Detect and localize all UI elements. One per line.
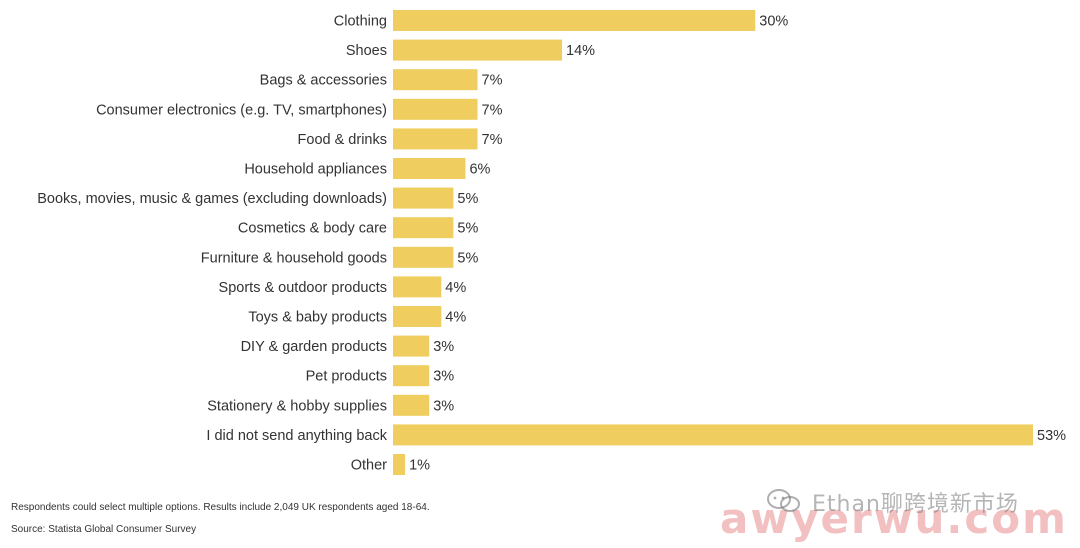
bar [393, 276, 442, 298]
value-label: 3% [433, 369, 454, 385]
value-label: 3% [433, 339, 454, 355]
bar [393, 69, 478, 91]
bar-chart: Clothing 30% Shoes 14% Bags & accessories 7% C… [37, 10, 1066, 475]
bar [393, 10, 756, 31]
bar [393, 365, 430, 387]
bar [393, 246, 454, 268]
category-label: Sports & outdoor products [219, 280, 387, 296]
bar [393, 98, 478, 120]
bar [393, 158, 466, 179]
category-label: Books, movies, music & games (excluding … [37, 191, 387, 207]
footnote-note: Respondents could select multiple option… [11, 502, 430, 513]
category-label: I did not send anything back [206, 428, 387, 444]
category-label: Pet products [306, 369, 387, 385]
value-label: 14% [566, 43, 595, 59]
category-label: Bags & accessories [260, 73, 387, 89]
footnote-source: Source: Statista Global Consumer Survey [11, 524, 197, 535]
value-label: 6% [469, 162, 490, 178]
category-label: Household appliances [244, 162, 387, 178]
bar [393, 454, 406, 475]
watermark-site: awyerwu.com [720, 494, 1068, 543]
category-label: Shoes [346, 43, 387, 59]
value-label: 5% [457, 191, 478, 207]
category-label: Food & drinks [298, 132, 387, 148]
category-label: Furniture & household goods [201, 250, 387, 266]
value-label: 5% [457, 221, 478, 237]
value-label: 4% [445, 310, 466, 326]
bar [393, 39, 563, 61]
bar [393, 187, 454, 209]
value-label: 4% [445, 280, 466, 296]
bar [393, 217, 454, 239]
category-label: Cosmetics & body care [238, 221, 387, 237]
value-label: 7% [482, 102, 503, 118]
bar [393, 424, 1033, 446]
category-label: DIY & garden products [241, 339, 387, 355]
category-label: Stationery & hobby supplies [207, 398, 387, 414]
value-label: 1% [409, 458, 430, 474]
category-label: Consumer electronics (e.g. TV, smartphon… [96, 102, 387, 118]
watermark: awyerwu.com Ethan聊跨境新市场 [720, 484, 1070, 543]
value-label: 5% [457, 250, 478, 266]
value-label: 7% [482, 132, 503, 148]
bar [393, 335, 430, 357]
value-label: 7% [482, 73, 503, 89]
value-label: 53% [1037, 428, 1066, 444]
bar [393, 128, 478, 150]
category-label: Other [351, 458, 387, 474]
value-label: 3% [433, 398, 454, 414]
bar [393, 394, 430, 416]
value-label: 30% [759, 14, 788, 30]
bar [393, 306, 442, 327]
category-label: Clothing [334, 14, 387, 30]
wechat-icon [767, 489, 800, 512]
category-label: Toys & baby products [248, 310, 387, 326]
watermark-brand: Ethan聊跨境新市场 [812, 492, 1019, 517]
